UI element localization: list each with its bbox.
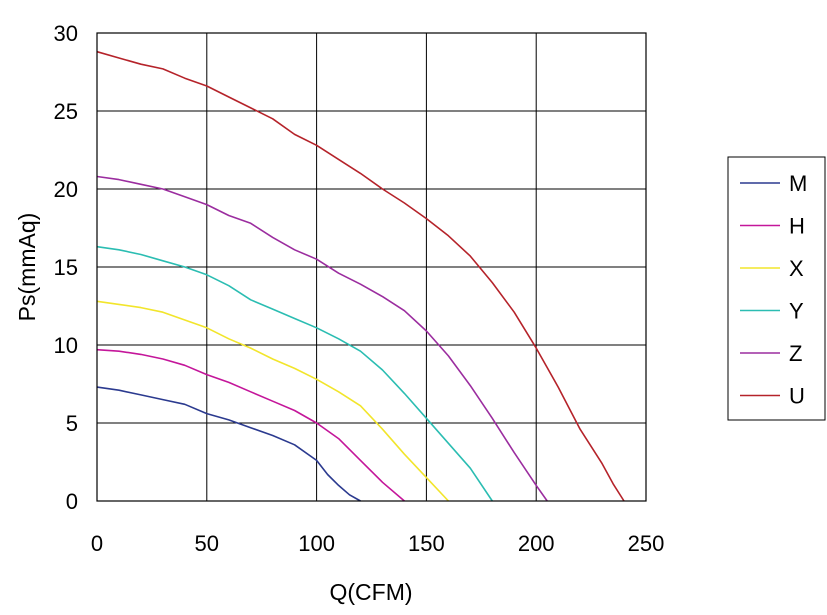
legend-label-m: M <box>789 171 807 196</box>
curves <box>96 50 625 502</box>
x-tick-label: 50 <box>195 531 219 556</box>
y-axis-ticks: 0 5 10 15 20 25 30 <box>54 21 78 514</box>
y-tick-label: 20 <box>54 177 78 202</box>
series-line-u <box>96 50 625 502</box>
series-line-h <box>96 348 405 502</box>
series-line-y <box>96 245 493 502</box>
y-axis-label: Ps(mmAq) <box>14 213 40 322</box>
y-tick-label: 5 <box>66 411 78 436</box>
legend-label-x: X <box>789 256 804 281</box>
y-tick-label: 10 <box>54 333 78 358</box>
legend-label-z: Z <box>789 341 802 366</box>
y-tick-label: 25 <box>54 99 78 124</box>
legend-box <box>727 156 826 421</box>
y-tick-label: 30 <box>54 21 78 46</box>
x-axis-label: Q(CFM) <box>329 579 412 605</box>
plot-border <box>96 32 647 502</box>
x-tick-label: 150 <box>408 531 445 556</box>
x-tick-label: 200 <box>518 531 555 556</box>
legend-label-u: U <box>789 384 805 409</box>
series-line-m <box>96 386 361 502</box>
y-tick-label: 15 <box>54 255 78 280</box>
x-tick-label: 0 <box>91 531 103 556</box>
x-tick-label: 250 <box>628 531 665 556</box>
x-axis-ticks: 0 50 100 150 200 250 <box>91 531 664 556</box>
x-tick-label: 100 <box>298 531 335 556</box>
legend-label-h: H <box>789 214 805 239</box>
y-tick-label: 0 <box>66 489 78 514</box>
series-line-z <box>96 175 548 502</box>
grid <box>97 33 646 501</box>
legend-label-y: Y <box>789 299 804 324</box>
series-line-x <box>96 300 449 502</box>
